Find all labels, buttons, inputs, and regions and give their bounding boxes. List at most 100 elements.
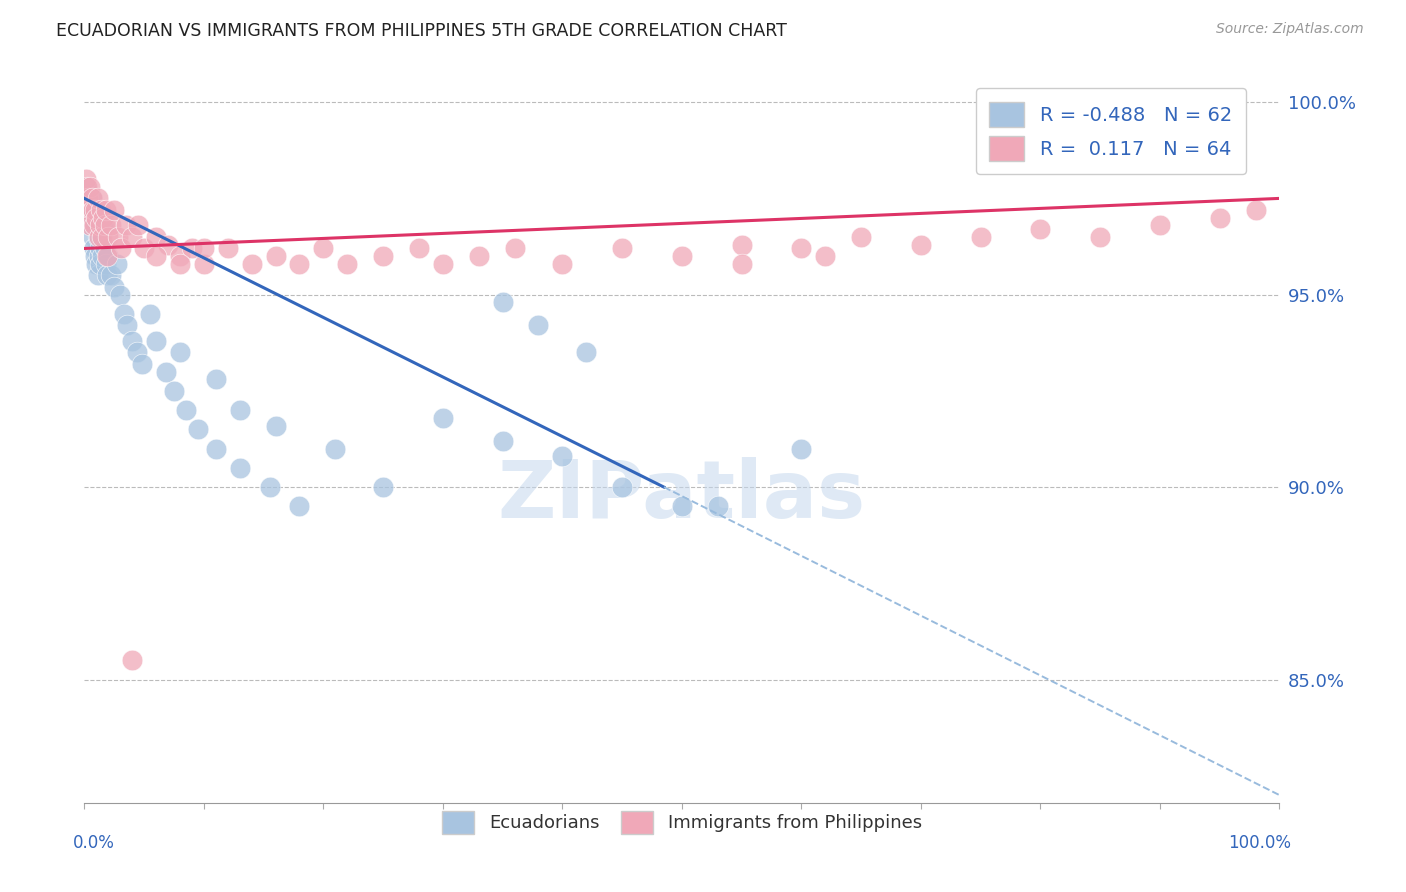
Point: [1090, 230, 1112, 244]
Point: [90, 202, 112, 217]
Point: [93, 219, 115, 233]
Point: [82, 230, 104, 244]
Point: [671, 500, 693, 514]
Point: [94, 202, 117, 217]
Text: 100.0%: 100.0%: [1229, 834, 1292, 852]
Point: [910, 237, 932, 252]
Point: [814, 249, 837, 263]
Point: [132, 242, 156, 256]
Point: [84, 249, 107, 263]
Point: [76, 191, 98, 205]
Text: 0.0%: 0.0%: [73, 834, 114, 852]
Point: [503, 242, 526, 256]
Point: [103, 202, 125, 217]
Point: [205, 442, 228, 456]
Point: [1209, 211, 1232, 225]
Point: [575, 345, 598, 359]
Point: [145, 334, 167, 348]
Point: [86, 230, 108, 244]
Point: [229, 461, 252, 475]
Point: [77, 202, 100, 217]
Point: [492, 434, 515, 448]
Point: [94, 257, 117, 271]
Point: [790, 242, 813, 256]
Point: [127, 219, 149, 233]
Point: [79, 219, 101, 233]
Point: [93, 211, 115, 225]
Point: [139, 307, 162, 321]
Point: [90, 230, 112, 244]
Point: [174, 403, 197, 417]
Point: [163, 384, 186, 398]
Point: [96, 249, 118, 263]
Point: [121, 334, 143, 348]
Point: [77, 211, 100, 225]
Point: [264, 418, 287, 433]
Point: [83, 211, 105, 225]
Point: [432, 410, 454, 425]
Point: [181, 242, 204, 256]
Point: [97, 249, 120, 263]
Point: [100, 219, 122, 233]
Point: [731, 257, 754, 271]
Point: [107, 230, 129, 244]
Text: ZIPatlas: ZIPatlas: [498, 457, 866, 534]
Point: [527, 318, 550, 333]
Point: [75, 172, 97, 186]
Point: [83, 242, 105, 256]
Point: [970, 230, 993, 244]
Point: [84, 219, 107, 233]
Point: [1029, 222, 1052, 236]
Point: [115, 219, 138, 233]
Point: [155, 365, 177, 379]
Point: [103, 280, 125, 294]
Point: [229, 403, 252, 417]
Point: [75, 179, 97, 194]
Point: [93, 242, 115, 256]
Point: [79, 219, 101, 233]
Point: [259, 480, 281, 494]
Point: [121, 230, 143, 244]
Point: [110, 287, 132, 301]
Legend: Ecuadorians, Immigrants from Philippines: Ecuadorians, Immigrants from Philippines: [429, 798, 935, 847]
Point: [83, 219, 105, 233]
Point: [86, 257, 108, 271]
Point: [121, 653, 143, 667]
Point: [93, 219, 115, 233]
Point: [325, 442, 347, 456]
Point: [169, 345, 191, 359]
Point: [169, 249, 191, 263]
Point: [336, 257, 359, 271]
Text: Source: ZipAtlas.com: Source: ZipAtlas.com: [1216, 22, 1364, 37]
Point: [86, 191, 108, 205]
Point: [707, 500, 730, 514]
Point: [193, 257, 215, 271]
Point: [84, 202, 107, 217]
Point: [89, 242, 111, 256]
Point: [105, 257, 128, 271]
Point: [373, 249, 395, 263]
Point: [117, 318, 139, 333]
Point: [612, 242, 634, 256]
Point: [79, 179, 101, 194]
Point: [851, 230, 873, 244]
Point: [91, 249, 114, 263]
Point: [468, 249, 491, 263]
Point: [86, 202, 108, 217]
Text: ECUADORIAN VS IMMIGRANTS FROM PHILIPPINES 5TH GRADE CORRELATION CHART: ECUADORIAN VS IMMIGRANTS FROM PHILIPPINE…: [56, 22, 787, 40]
Point: [77, 202, 100, 217]
Point: [82, 202, 104, 217]
Point: [145, 249, 167, 263]
Point: [1244, 202, 1267, 217]
Point: [131, 357, 153, 371]
Point: [205, 372, 228, 386]
Point: [157, 237, 180, 252]
Point: [96, 268, 118, 283]
Point: [77, 191, 100, 205]
Point: [240, 257, 263, 271]
Point: [145, 230, 167, 244]
Point: [110, 242, 132, 256]
Point: [87, 230, 110, 244]
Point: [790, 442, 813, 456]
Point: [551, 450, 574, 464]
